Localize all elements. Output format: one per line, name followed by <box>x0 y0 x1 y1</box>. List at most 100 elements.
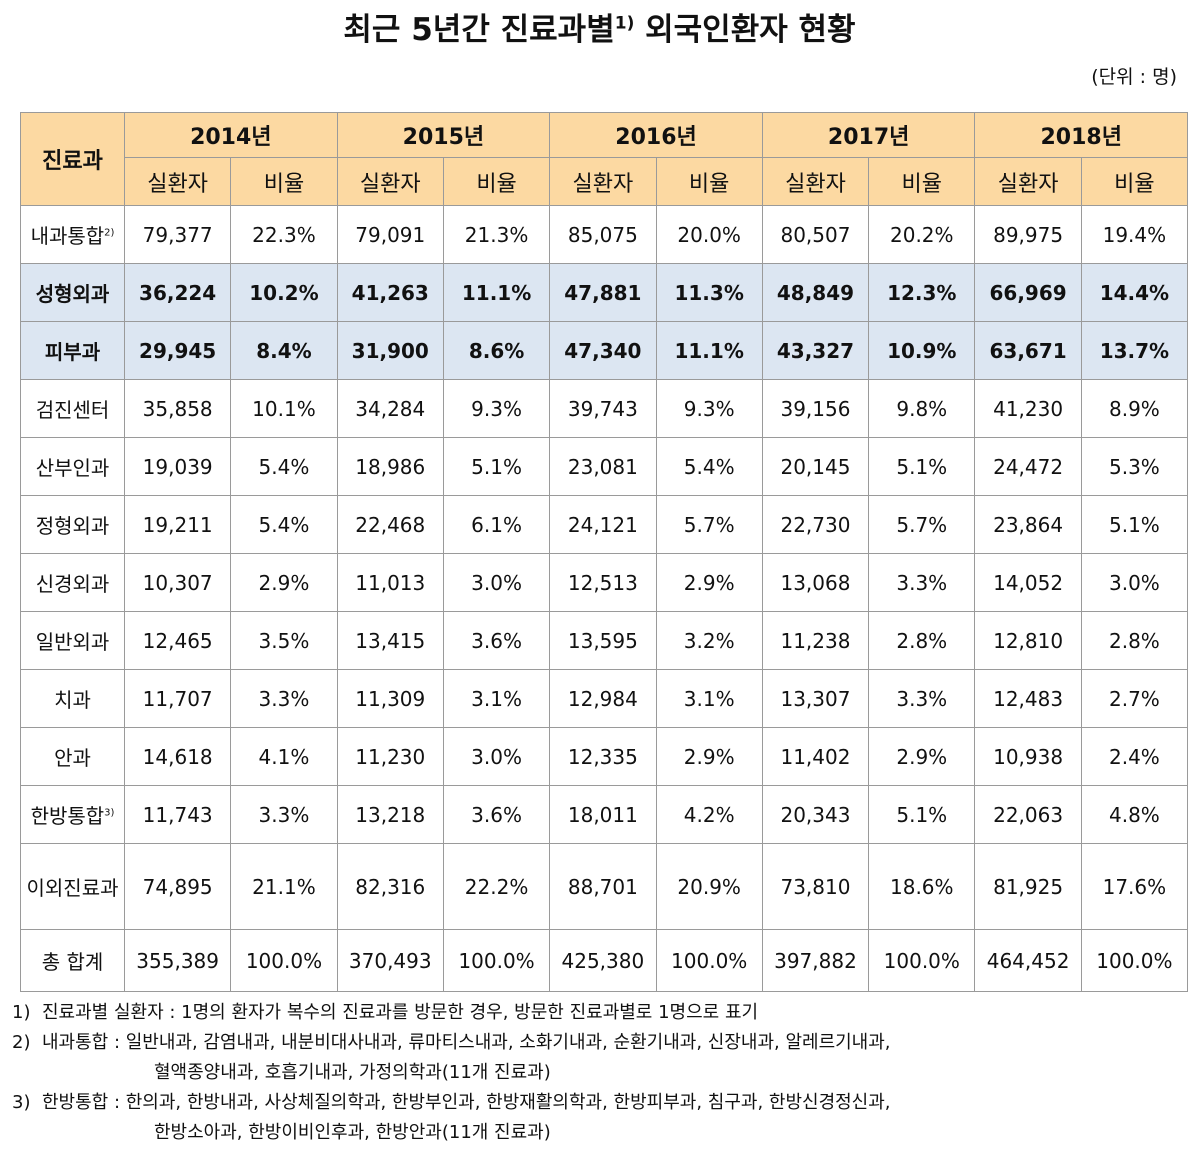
table-cell: 9.3% <box>655 379 763 438</box>
year-header: 2017년 <box>761 112 976 158</box>
row-label: 피부과 <box>44 340 101 364</box>
table-cell: 20.9% <box>655 843 763 930</box>
table-cell: 11,707 <box>123 669 232 728</box>
table-cell: 47,881 <box>549 263 657 322</box>
footnote-line: 한방소아과, 한방이비인후과, 한방안과(11개 진료과) <box>12 1118 1192 1148</box>
table-cell: 81,925 <box>974 843 1082 930</box>
table-cell: 10,938 <box>974 727 1082 786</box>
row-label: 산부인과 <box>35 456 110 480</box>
row-label-cell: 산부인과 <box>20 437 125 496</box>
table-cell: 100.0% <box>655 929 763 992</box>
table-cell: 22,730 <box>761 495 870 554</box>
table-cell: 2.9% <box>655 553 763 612</box>
table-cell: 3.1% <box>655 669 763 728</box>
table-cell: 12.3% <box>868 263 976 322</box>
table-cell: 11.1% <box>442 263 551 322</box>
subcolumn-header: 실환자 <box>123 157 232 206</box>
row-label: 안과 <box>54 746 91 770</box>
table-cell: 43,327 <box>761 321 870 380</box>
footnote-text: 한방소아과, 한방이비인후과, 한방안과(11개 진료과) <box>154 1122 551 1143</box>
table-cell: 36,224 <box>123 263 232 322</box>
row-label: 총 합계 <box>41 950 104 974</box>
table-cell: 13,068 <box>761 553 870 612</box>
table-cell: 66,969 <box>974 263 1082 322</box>
table-row: 안과 14,618 4.1% 11,230 3.0% 12,335 2.9% 11,402 2.… <box>20 727 1189 786</box>
table-cell: 47,340 <box>549 321 657 380</box>
row-label-cell: 이외진료과 <box>20 843 125 930</box>
year-header: 2018년 <box>974 112 1189 158</box>
footnote-line: 1) 진료과별 실환자 : 1명의 환자가 복수의 진료과를 방문한 경우, 방문… <box>12 998 1192 1028</box>
table-cell: 3.3% <box>230 785 338 844</box>
table-cell: 3.3% <box>868 669 976 728</box>
table-cell: 63,671 <box>974 321 1082 380</box>
table-cell: 11,238 <box>761 611 870 670</box>
table-row: 내과통합2) 79,377 22.3% 79,091 21.3% 85,075 20.0% 8… <box>20 205 1189 264</box>
table-cell: 12,984 <box>549 669 657 728</box>
table-cell: 39,156 <box>761 379 870 438</box>
row-label: 검진센터 <box>35 398 110 422</box>
row-label: 내과통합 <box>30 224 105 248</box>
table-cell: 18.6% <box>868 843 976 930</box>
table-cell: 23,864 <box>974 495 1082 554</box>
row-label: 이외진료과 <box>26 876 119 900</box>
table-cell: 11,743 <box>123 785 232 844</box>
table-cell: 370,493 <box>336 929 444 992</box>
table-cell: 11,402 <box>761 727 870 786</box>
row-label: 한방통합 <box>30 804 105 828</box>
table-cell: 14,052 <box>974 553 1082 612</box>
table-cell: 3.0% <box>1080 553 1189 612</box>
header-row: 진료과 2014년 2015년 2016년 2017년 2018년 <box>20 112 1189 206</box>
table-cell: 13,415 <box>336 611 444 670</box>
table-cell: 80,507 <box>761 205 870 264</box>
table-cell: 35,858 <box>123 379 232 438</box>
table-cell: 2.7% <box>1080 669 1189 728</box>
table-cell: 5.1% <box>868 437 976 496</box>
unit: (단위 : 명) <box>1091 66 1177 88</box>
corner-header: 진료과 <box>20 112 125 206</box>
year-header: 2015년 <box>336 112 551 158</box>
table-cell: 2.4% <box>1080 727 1189 786</box>
row-label-cell: 안과 <box>20 727 125 786</box>
table-row: 신경외과 10,307 2.9% 11,013 3.0% 12,513 2.9% 13,068… <box>20 553 1189 612</box>
table-cell: 10.1% <box>230 379 338 438</box>
row-label-cell: 정형외과 <box>20 495 125 554</box>
table-cell: 5.1% <box>1080 495 1189 554</box>
subheader-row: 실환자 비율 실환자 비율 실환자 비율 실환자 비율 실환자 비율 <box>21 157 1189 206</box>
table-row: 치과 11,707 3.3% 11,309 3.1% 12,984 3.1% 13,307 3.… <box>20 669 1189 728</box>
subcolumn-header: 비율 <box>230 157 338 206</box>
table-cell: 4.2% <box>655 785 763 844</box>
table-cell: 24,121 <box>549 495 657 554</box>
table-cell: 2.8% <box>868 611 976 670</box>
table-cell: 9.3% <box>442 379 551 438</box>
table-cell: 22.2% <box>442 843 551 930</box>
row-label-cell: 일반외과 <box>20 611 125 670</box>
table-row: 정형외과 19,211 5.4% 22,468 6.1% 24,121 5.7% 22,730… <box>20 495 1189 554</box>
table-cell: 20,145 <box>761 437 870 496</box>
table-cell: 425,380 <box>549 929 657 992</box>
table-cell: 74,895 <box>123 843 232 930</box>
table-cell: 100.0% <box>868 929 976 992</box>
table-cell: 10,307 <box>123 553 232 612</box>
subcolumn-header: 비율 <box>655 157 763 206</box>
row-label-cell: 총 합계 <box>20 929 125 992</box>
table-cell: 48,849 <box>761 263 870 322</box>
table-cell: 3.2% <box>655 611 763 670</box>
table-cell: 22.3% <box>230 205 338 264</box>
table-cell: 39,743 <box>549 379 657 438</box>
table-cell: 22,063 <box>974 785 1082 844</box>
table-cell: 5.4% <box>655 437 763 496</box>
subcolumn-header: 비율 <box>868 157 976 206</box>
table-cell: 12,335 <box>549 727 657 786</box>
table-row: 산부인과 19,039 5.4% 18,986 5.1% 23,081 5.4% 20,145… <box>20 437 1189 496</box>
row-label-cell: 신경외과 <box>20 553 125 612</box>
row-label: 정형외과 <box>35 514 110 538</box>
table-cell: 18,986 <box>336 437 444 496</box>
table-row: 일반외과 12,465 3.5% 13,415 3.6% 13,595 3.2% 11,238… <box>20 611 1189 670</box>
title-main: 최근 5년간 진료과별 <box>343 12 615 48</box>
table-cell: 3.5% <box>230 611 338 670</box>
table-cell: 4.8% <box>1080 785 1189 844</box>
row-label: 성형외과 <box>35 282 110 306</box>
table-cell: 12,810 <box>974 611 1082 670</box>
table-row: 피부과 29,945 8.4% 31,900 8.6% 47,340 11.1% 43,327… <box>20 321 1189 380</box>
subcolumn-header: 실환자 <box>549 157 657 206</box>
